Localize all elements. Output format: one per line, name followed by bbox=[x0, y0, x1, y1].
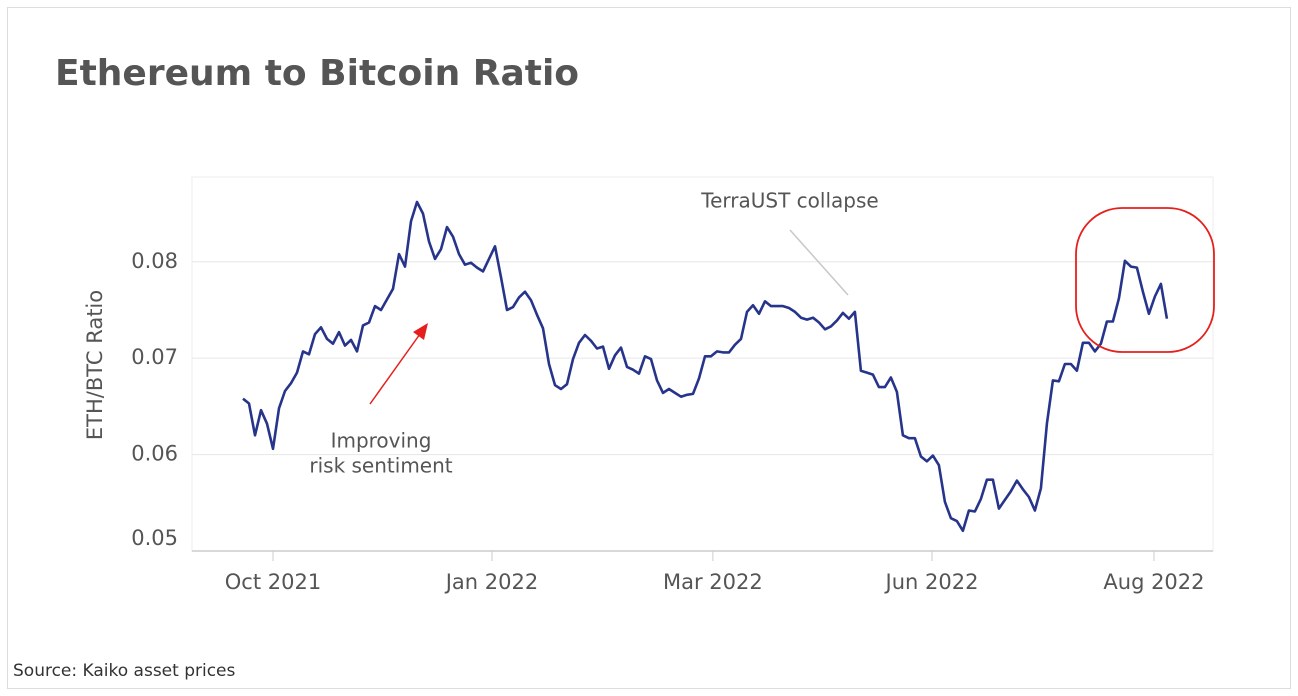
annotation: Improving bbox=[331, 429, 432, 453]
frame bbox=[7, 7, 1291, 689]
marks bbox=[242, 200, 1169, 533]
annotation: TerraUST collapse bbox=[700, 189, 878, 213]
arrow-head bbox=[413, 323, 428, 340]
x-tick-label: Aug 2022 bbox=[1103, 570, 1204, 594]
highlight-circle bbox=[1075, 207, 1215, 353]
chart-title: Ethereum to Bitcoin Ratio bbox=[55, 53, 579, 94]
x-tick-label: Jun 2022 bbox=[884, 570, 979, 594]
annotation-arrow bbox=[369, 333, 421, 405]
annotation: risk sentiment bbox=[309, 454, 452, 478]
data-line bbox=[242, 200, 1169, 533]
y-tick-label: 0.07 bbox=[131, 345, 178, 369]
x-tick-label: Mar 2022 bbox=[663, 570, 763, 594]
y-tick-label: 0.06 bbox=[131, 442, 178, 466]
y-axis-label: ETH/BTC Ratio bbox=[83, 290, 107, 440]
x-tick-label: Jan 2022 bbox=[444, 570, 539, 594]
y-tick-label: 0.08 bbox=[131, 249, 178, 273]
y-tick-label: 0.05 bbox=[131, 526, 178, 550]
x-tick-label: Oct 2021 bbox=[225, 570, 321, 594]
source-note: Source: Kaiko asset prices bbox=[13, 661, 236, 681]
annotation-leader bbox=[789, 229, 849, 296]
